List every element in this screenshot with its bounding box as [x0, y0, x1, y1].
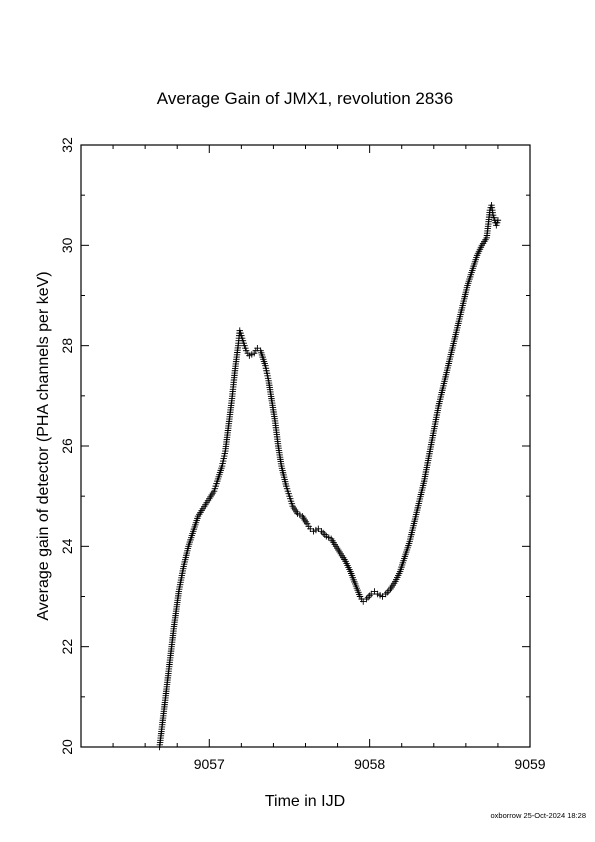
- data-point: [315, 525, 322, 532]
- data-point: [254, 344, 261, 352]
- y-tick-label: 28: [59, 338, 75, 354]
- data-point: [321, 531, 328, 538]
- y-tick-label: 30: [59, 237, 75, 253]
- x-axis-label: Time in IJD: [265, 793, 345, 810]
- data-point: [379, 593, 386, 600]
- data-point: [384, 589, 391, 596]
- x-tick-label: 9057: [194, 756, 225, 772]
- y-tick-label: 22: [59, 639, 75, 655]
- axis-tick-labels: 9057 9058 9059 20 22 24 26 28 30 32: [59, 137, 546, 772]
- plot-frame: [80, 144, 531, 748]
- data-points: [156, 202, 502, 751]
- data-point: [368, 590, 375, 598]
- x-tick-label: 9058: [354, 756, 385, 772]
- y-tick-label: 32: [59, 137, 75, 153]
- data-point: [366, 592, 373, 599]
- data-point: [318, 528, 325, 535]
- data-point: [360, 598, 367, 605]
- data-point: [364, 594, 372, 601]
- axis-ticks: [81, 144, 531, 748]
- y-tick-label: 24: [59, 538, 75, 554]
- data-point: [494, 217, 502, 224]
- footer-timestamp: oxborrow 25-Oct-2024 18:28: [491, 811, 586, 820]
- x-tick-label: 9059: [514, 756, 545, 772]
- data-point: [363, 595, 370, 603]
- data-point: [371, 588, 378, 595]
- y-tick-label: 20: [59, 739, 75, 755]
- y-tick-label: 26: [59, 438, 75, 454]
- data-point: [382, 590, 389, 598]
- chart-title: Average Gain of JMX1, revolution 2836: [157, 89, 453, 108]
- data-point: [307, 525, 314, 532]
- y-axis-label: Average gain of detector (PHA channels p…: [35, 271, 52, 620]
- data-point: [319, 529, 327, 537]
- data-point: [385, 587, 393, 594]
